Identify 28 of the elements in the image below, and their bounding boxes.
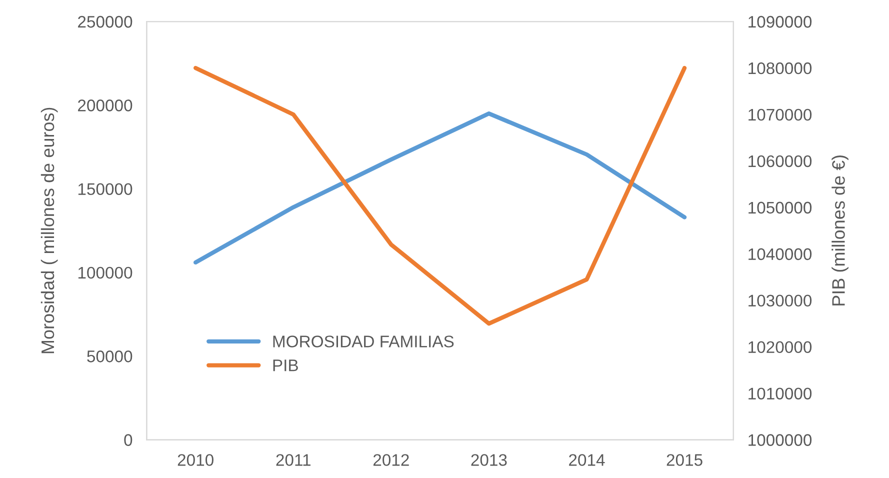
y-axis-title: Morosidad ( millones de euros) — [40, 108, 58, 354]
y2-tick-label: 1010000 — [748, 388, 812, 400]
y2-tick-label: 1030000 — [748, 294, 812, 307]
line-series — [193, 66, 687, 326]
legend-label: PIB — [273, 360, 298, 372]
x-tick-label: 2014 — [569, 454, 605, 466]
y-tick-label: 0 — [124, 434, 132, 446]
legend-label: MOROSIDAD FAMILIAS — [273, 336, 454, 348]
y2-tick-label: 1090000 — [748, 16, 812, 28]
y2-tick-label: 1040000 — [748, 248, 812, 260]
x-tick-label: 2012 — [373, 454, 409, 466]
y2-tick-label: 1080000 — [748, 62, 812, 74]
y-tick-label: 250000 — [78, 16, 132, 28]
line-series — [193, 111, 687, 265]
y2-tick-label: 1050000 — [748, 202, 812, 214]
y2-axis-title: PIB (millones de €) — [832, 155, 848, 306]
y-tick-label: 50000 — [87, 350, 132, 362]
x-tick-label: 2015 — [666, 454, 702, 466]
y2-tick-label: 1070000 — [748, 108, 812, 121]
y2-tick-label: 1020000 — [748, 341, 812, 354]
y2-tick-label: 1000000 — [748, 434, 812, 446]
x-tick-label: 2013 — [471, 454, 507, 466]
x-tick-label: 2010 — [178, 454, 214, 466]
y-tick-label: 200000 — [78, 100, 132, 112]
y-tick-label: 150000 — [78, 183, 132, 196]
y2-tick-label: 1060000 — [748, 155, 812, 168]
y-tick-label: 100000 — [78, 266, 132, 279]
x-tick-label: 2011 — [276, 454, 310, 466]
